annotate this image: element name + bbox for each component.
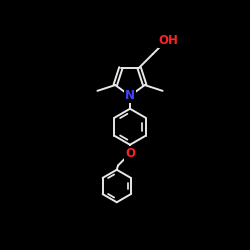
Text: OH: OH xyxy=(159,34,178,47)
Text: O: O xyxy=(125,147,135,160)
Text: N: N xyxy=(125,89,135,102)
